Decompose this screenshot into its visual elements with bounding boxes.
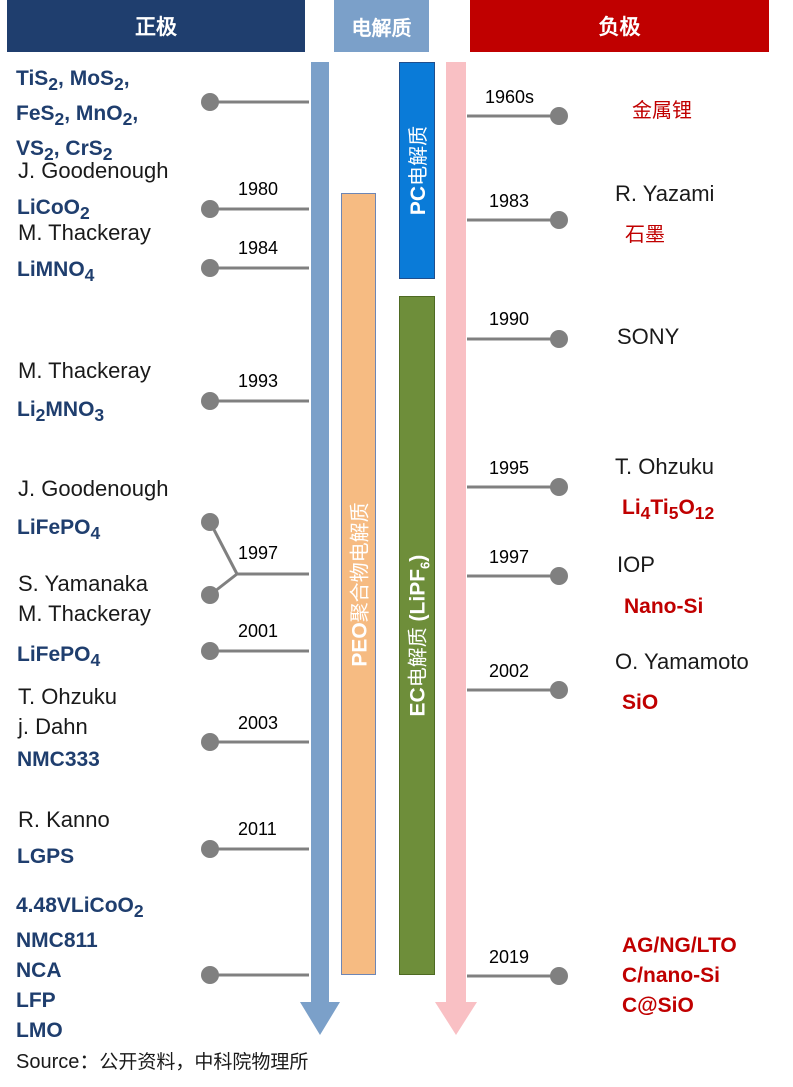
cathode-person: R. Kanno [18, 807, 110, 832]
ec-electrolyte-bar: EC电解质 (LiPF6) [399, 296, 435, 975]
cathode-year: 2001 [238, 621, 279, 641]
cathode-compound: LiFePO4 [17, 516, 101, 544]
connector-dot [201, 642, 219, 660]
pc-electrolyte-bar: PC电解质 [399, 62, 435, 279]
connector-dot [550, 478, 568, 496]
source-note: Source：公开资料，中科院物理所 [16, 1045, 308, 1074]
cathode-year: 1997 [238, 543, 279, 563]
cathode-person: j. Dahn [18, 714, 88, 739]
electrolyte-header: 电解质 [334, 0, 429, 52]
connector-dot [550, 967, 568, 985]
anode-header: 负极 [470, 0, 769, 52]
anode-person: IOP [617, 552, 655, 577]
connector-dot [201, 966, 219, 984]
anode-year: 2002 [489, 661, 530, 681]
cathode-axis-arrow [300, 62, 340, 1035]
connector-dot [201, 392, 219, 410]
anode-year: 1983 [489, 191, 530, 211]
cathode-year: 1984 [238, 238, 279, 258]
anode-year: 1995 [489, 458, 530, 478]
connector-dot [201, 840, 219, 858]
cathode-year: 2003 [238, 713, 279, 733]
peo-electrolyte-bar: PEO聚合物电解质 [341, 193, 376, 975]
connector-dot [201, 513, 219, 531]
cathode-person: J. Goodenough [18, 158, 169, 183]
cathode-person: M. Thackeray [18, 601, 151, 626]
connector-dot [550, 107, 568, 125]
cathode-person: M. Thackeray [18, 358, 151, 383]
anode-person: R. Yazami [615, 181, 715, 206]
anode-material: SiO [622, 691, 659, 714]
cathode-early-compounds: TiS2, MoS2, FeS2, MnO2, VS2, CrS2 [16, 67, 139, 165]
cathode-compound: LiFePO4 [17, 643, 101, 671]
connector-dot [550, 681, 568, 699]
cathode-person: T. Ohzuku [18, 684, 118, 709]
source-prefix: Source： [16, 1051, 100, 1073]
cathode-header: 正极 [7, 0, 305, 52]
connector-dot [201, 259, 219, 277]
anode-year: 2019 [489, 947, 530, 967]
connector-dot [201, 93, 219, 111]
cathode-compound: Li2MNO3 [17, 398, 105, 426]
connector-dot [201, 586, 219, 604]
cathode-person: M. Thackeray [18, 220, 151, 245]
anode-year: 1960s [485, 87, 535, 107]
cathode-modern-compounds: 4.48VLiCoO2 NMC811 NCA LFP LMO [16, 894, 144, 1043]
anode-material: Nano-Si [624, 595, 704, 618]
anode-person: T. Ohzuku [615, 454, 715, 479]
ec-electrolyte-label: EC电解质 (LiPF6) [405, 554, 433, 717]
peo-electrolyte-label: PEO聚合物电解质 [348, 501, 373, 667]
connector-dot [201, 733, 219, 751]
anode-person: O. Yamamoto [615, 649, 749, 674]
anode-material: 石墨 [625, 222, 665, 246]
connector-dot [201, 200, 219, 218]
anode-material: Li4Ti5O12 [622, 496, 715, 524]
anode-axis-arrow [435, 62, 477, 1035]
cathode-year: 1980 [238, 179, 279, 199]
cathode-year: 2011 [238, 819, 277, 839]
source-text: 公开资料，中科院物理所 [99, 1051, 309, 1073]
pc-electrolyte-label: PC电解质 [406, 125, 431, 216]
cathode-compound: LiCoO2 [17, 196, 90, 224]
cathode-compound: NMC333 [17, 748, 100, 771]
anode-material: 金属锂 [632, 98, 692, 122]
connector-dot [550, 330, 568, 348]
anode-material: C/nano-Si [622, 964, 720, 987]
anode-material: C@SiO [622, 994, 694, 1017]
anode-year: 1997 [489, 547, 530, 567]
cathode-person: S. Yamanaka [18, 571, 149, 596]
anode-year: 1990 [489, 309, 530, 329]
connector-branch [208, 521, 239, 575]
cathode-compound: LGPS [17, 845, 75, 868]
cathode-person: J. Goodenough [18, 476, 169, 501]
cathode-compound: LiMNO4 [17, 258, 95, 286]
connector-dot [550, 211, 568, 229]
anode-person: SONY [617, 324, 680, 349]
anode-material: AG/NG/LTO [622, 934, 737, 957]
cathode-year: 1993 [238, 371, 279, 391]
connector-dot [550, 567, 568, 585]
